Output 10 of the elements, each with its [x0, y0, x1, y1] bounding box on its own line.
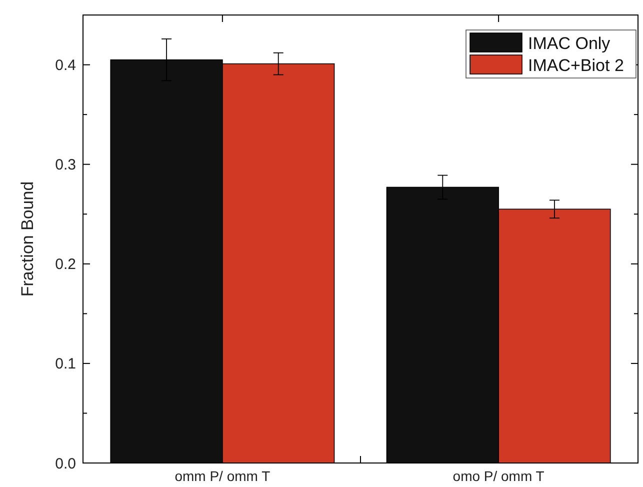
- y-tick-label: 0.4: [55, 57, 76, 74]
- y-tick-label: 0.0: [55, 455, 76, 472]
- y-tick-label: 0.1: [55, 356, 76, 373]
- y-axis-title: Fraction Bound: [18, 181, 37, 297]
- y-tick-label: 0.3: [55, 156, 76, 174]
- legend-label: IMAC+Biot 2: [528, 56, 624, 75]
- x-tick-label: omm P/ omm T: [174, 468, 271, 484]
- x-tick-label: omo P/ omm T: [452, 468, 545, 484]
- y-tick-label: 0.2: [55, 256, 76, 274]
- legend-label: IMAC Only: [528, 34, 611, 53]
